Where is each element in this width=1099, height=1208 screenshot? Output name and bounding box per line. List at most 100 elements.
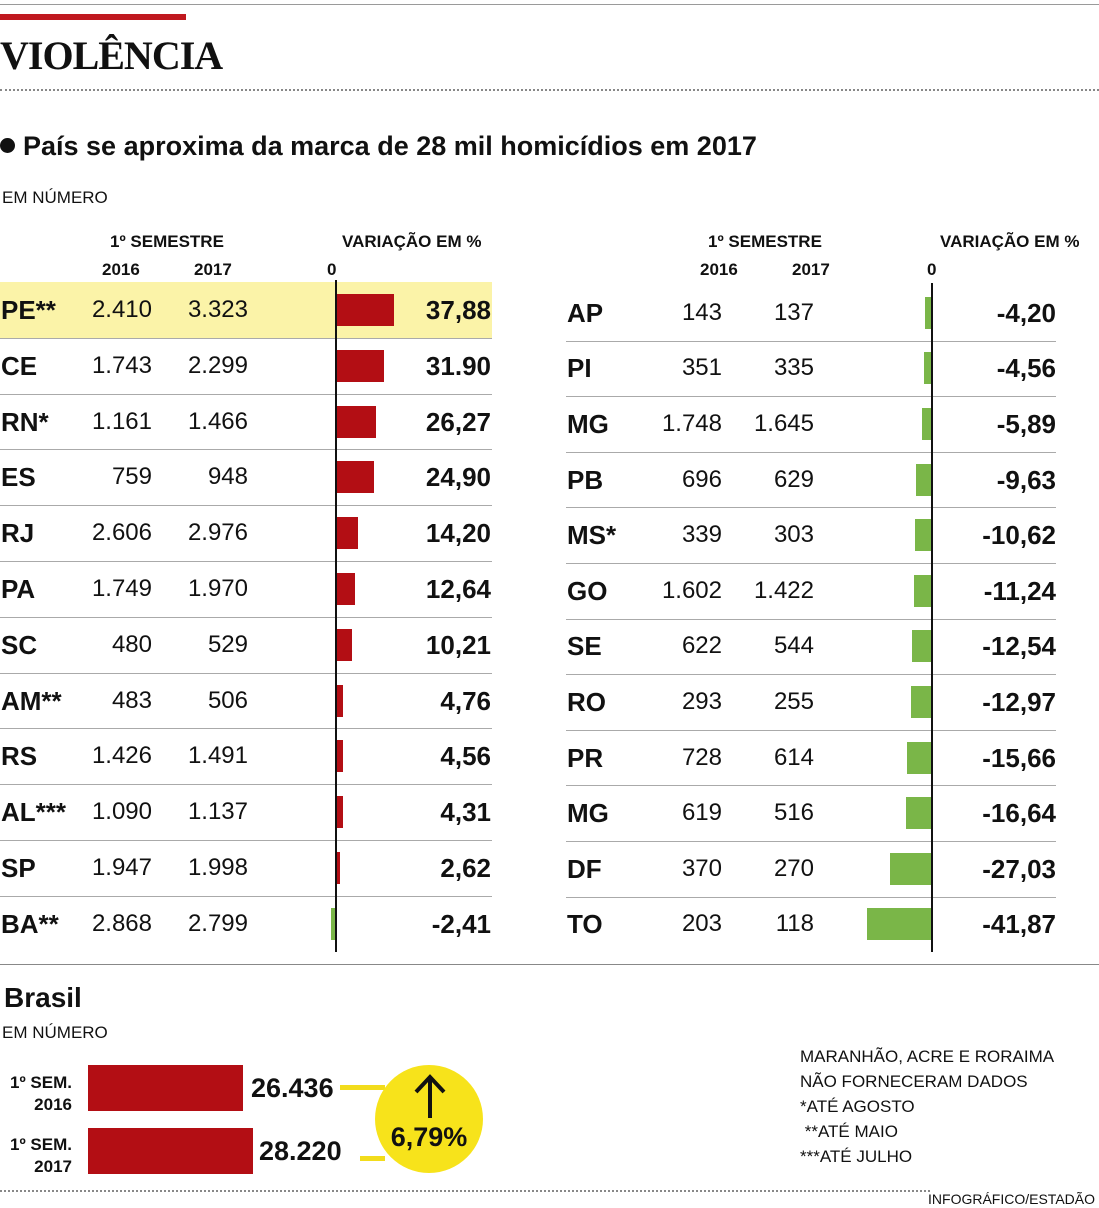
row-separator [0,393,335,395]
variation-value: 4,56 [440,741,491,772]
value-2016: 203 [681,910,722,938]
top-rule [0,4,1099,5]
value-2017: 2.299 [187,351,248,379]
row-separator [0,840,335,841]
row-separator [566,674,1056,676]
variation-value: 26,27 [425,406,491,437]
variation-value: 24,90 [425,462,491,493]
variation-bar [916,463,931,496]
brasil-label-2017: 1º SEM. 2017 [0,1134,72,1178]
value-2016: 1.947 [91,853,152,881]
state-code: MG [567,409,609,439]
row-separator [566,563,1056,564]
left-year1-header: 2016 [102,260,140,279]
row-separator [566,396,1056,398]
variation-bar [336,293,394,326]
value-2017: 2.976 [187,519,248,547]
value-2017: 614 [773,743,814,771]
row-separator [337,505,492,507]
value-2016: 1.426 [91,742,152,770]
value-2016: 2.606 [91,519,152,547]
state-code: AP [567,297,604,328]
row-separator [566,896,1056,898]
unit-label: EM NÚMERO [2,188,108,207]
zero-axis [335,280,337,952]
state-code: PE** [1,294,56,325]
variation-value: -16,64 [982,798,1056,829]
section-accent-bar [0,14,186,20]
variation-bar [336,349,385,382]
row-separator [566,841,1056,842]
state-code: PA [1,573,36,604]
value-2017: 270 [773,854,814,882]
brasil-label-2017-line1: 1º SEM. [10,1135,72,1154]
headline-text: País se aproxima da marca de 28 mil homi… [23,131,757,161]
value-2016: 370 [681,854,722,882]
right-year1-header: 2016 [700,260,738,279]
row-separator [337,449,492,451]
value-2016: 351 [681,354,722,382]
value-2017: 255 [773,688,814,715]
right-year2-header: 2017 [792,260,830,279]
credit: INFOGRÁFICO/ESTADÃO [928,1191,1095,1207]
state-code: AL*** [1,797,67,828]
value-2016: 1.748 [661,410,722,437]
value-2016: 759 [111,463,152,491]
variation-bar [911,630,931,663]
right-zero-tick: 0 [927,260,937,279]
variation-value: 12,64 [425,573,491,604]
zero-axis [931,283,933,953]
value-2016: 728 [681,743,722,771]
dotted-divider [0,89,1099,91]
variation-value: -10,62 [982,520,1056,551]
state-code: BA** [1,908,59,939]
state-code: SE [567,631,602,662]
variation-value: -11,24 [983,575,1056,606]
bullet-icon [0,138,15,153]
variation-bar [924,296,931,329]
value-2017: 506 [207,686,248,714]
value-2017: 529 [207,630,248,658]
variation-bar [336,517,358,550]
value-2016: 619 [681,799,722,827]
variation-bar [889,852,931,885]
variation-value: -4,56 [996,353,1056,384]
row-separator [566,618,1056,620]
value-2017: 1.137 [187,798,248,826]
value-2016: 1.743 [91,351,152,379]
variation-value: -15,66 [982,742,1056,773]
value-2017: 303 [773,521,814,549]
variation-bar [336,405,376,438]
variation-value: 37,88 [425,294,491,325]
variation-value: 2,62 [440,852,491,883]
variation-value: -9,63 [996,464,1056,495]
row-separator [0,728,335,730]
value-2016: 483 [111,686,152,714]
left-semester-header: 1º SEMESTRE [110,232,224,251]
state-code: ES [1,462,36,493]
arrow-up-icon [414,1074,446,1118]
value-2017: 516 [773,799,814,827]
section-divider [0,964,1099,965]
brasil-bar-2016 [88,1065,243,1111]
variation-bar [331,907,335,940]
variation-bar [924,352,931,385]
variation-bar [336,796,343,829]
variation-bar [914,519,931,552]
variation-bar [913,574,931,607]
value-2017: 118 [775,910,814,938]
row-separator [337,672,492,674]
variation-value: -27,03 [982,853,1056,884]
brasil-value-2016: 26.436 [251,1073,334,1103]
footnotes: MARANHÃO, ACRE E RORAIMA NÃO FORNECERAM … [800,1047,1055,1166]
bottom-dotted-divider [0,1190,930,1192]
value-2016: 2.868 [91,909,152,937]
brasil-bar-2017 [88,1128,254,1174]
row-separator [0,337,335,339]
row-separator [337,393,492,395]
state-code: RS [1,741,38,772]
value-2016: 143 [681,298,722,326]
value-2016: 1.161 [91,407,152,435]
value-2016: 696 [681,465,722,493]
state-code: RN* [1,406,49,437]
